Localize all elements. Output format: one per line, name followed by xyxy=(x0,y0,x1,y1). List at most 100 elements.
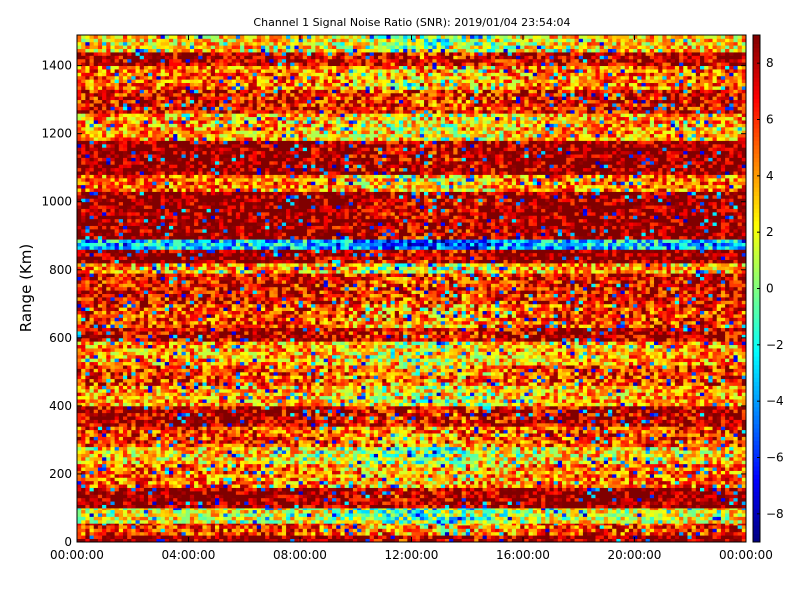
heatmap-cell xyxy=(675,510,680,514)
heatmap-cell xyxy=(90,467,95,471)
heatmap-cell xyxy=(399,474,404,478)
heatmap-cell xyxy=(190,474,195,478)
heatmap-cell xyxy=(307,443,312,447)
heatmap-cell xyxy=(478,510,483,514)
heatmap-cell xyxy=(587,498,592,502)
heatmap-cell xyxy=(654,498,659,502)
heatmap-cell xyxy=(173,450,178,454)
heatmap-cell xyxy=(604,535,609,539)
heatmap-cell xyxy=(127,437,132,441)
heatmap-cell xyxy=(503,464,508,468)
heatmap-cell xyxy=(512,443,517,447)
heatmap-cell xyxy=(119,501,124,505)
heatmap-cell xyxy=(658,501,663,505)
heatmap-cell xyxy=(378,481,383,485)
heatmap-cell xyxy=(508,488,513,492)
heatmap-cell xyxy=(679,467,684,471)
heatmap-cell xyxy=(541,525,546,529)
heatmap-cell xyxy=(386,464,391,468)
heatmap-cell xyxy=(671,501,676,505)
heatmap-cell xyxy=(713,510,718,514)
heatmap-cell xyxy=(529,484,534,488)
heatmap-cell xyxy=(721,477,726,481)
heatmap-cell xyxy=(713,454,718,458)
heatmap-cell xyxy=(700,484,705,488)
heatmap-cell xyxy=(667,513,672,517)
heatmap-cell xyxy=(558,532,563,536)
heatmap-cell xyxy=(152,457,157,461)
heatmap-cell xyxy=(675,443,680,447)
heatmap-cell xyxy=(457,498,462,502)
heatmap-cell xyxy=(182,481,187,485)
heatmap-cell xyxy=(416,532,421,536)
heatmap-cell xyxy=(646,477,651,481)
heatmap-cell xyxy=(395,450,400,454)
heatmap-cell xyxy=(629,464,634,468)
heatmap-cell xyxy=(457,460,462,464)
heatmap-cell xyxy=(612,464,617,468)
heatmap-cell xyxy=(621,510,626,514)
heatmap-cell xyxy=(198,510,203,514)
heatmap-cell xyxy=(370,477,375,481)
heatmap-cell xyxy=(616,477,621,481)
heatmap-cell xyxy=(612,467,617,471)
heatmap-cell xyxy=(403,505,408,509)
heatmap-cell xyxy=(428,484,433,488)
heatmap-cell xyxy=(198,484,203,488)
heatmap-cell xyxy=(437,525,442,529)
heatmap-cell xyxy=(432,481,437,485)
heatmap-cell xyxy=(324,460,329,464)
heatmap-cell xyxy=(98,481,103,485)
heatmap-cell xyxy=(662,510,667,514)
heatmap-cell xyxy=(662,488,667,492)
heatmap-cell xyxy=(269,464,274,468)
heatmap-cell xyxy=(366,532,371,536)
heatmap-cell xyxy=(315,498,320,502)
heatmap-cell xyxy=(600,460,605,464)
heatmap-cell xyxy=(253,516,258,520)
heatmap-cell xyxy=(495,520,500,524)
heatmap-cell xyxy=(378,513,383,517)
heatmap-cell xyxy=(194,494,199,498)
heatmap-cell xyxy=(353,505,358,509)
heatmap-cell xyxy=(102,510,107,514)
heatmap-cell xyxy=(612,501,617,505)
heatmap-cell xyxy=(353,454,358,458)
heatmap-cell xyxy=(345,510,350,514)
heatmap-cell xyxy=(161,464,166,468)
heatmap-cell xyxy=(328,447,333,451)
heatmap-cell xyxy=(374,501,379,505)
heatmap-cell xyxy=(696,498,701,502)
heatmap-cell xyxy=(370,484,375,488)
heatmap-cell xyxy=(136,494,141,498)
heatmap-cell xyxy=(211,460,216,464)
heatmap-cell xyxy=(432,494,437,498)
heatmap-cell xyxy=(738,535,743,539)
heatmap-cell xyxy=(169,501,174,505)
heatmap-cell xyxy=(549,513,554,517)
heatmap-cell xyxy=(144,474,149,478)
heatmap-cell xyxy=(474,498,479,502)
heatmap-cell xyxy=(407,450,412,454)
heatmap-cell xyxy=(269,447,274,451)
heatmap-cell xyxy=(600,454,605,458)
heatmap-cell xyxy=(94,520,99,524)
heatmap-cell xyxy=(499,516,504,520)
heatmap-cell xyxy=(595,528,600,532)
heatmap-cell xyxy=(345,460,350,464)
heatmap-cell xyxy=(474,440,479,444)
heatmap-cell xyxy=(90,535,95,539)
heatmap-cell xyxy=(294,440,299,444)
heatmap-cell xyxy=(236,513,241,517)
heatmap-cell xyxy=(361,520,366,524)
heatmap-cell xyxy=(131,464,136,468)
heatmap-cell xyxy=(495,535,500,539)
heatmap-cell xyxy=(165,471,170,475)
heatmap-cell xyxy=(215,471,220,475)
heatmap-cell xyxy=(738,440,743,444)
heatmap-cell xyxy=(278,488,283,492)
heatmap-cell xyxy=(738,450,743,454)
heatmap-cell xyxy=(570,460,575,464)
heatmap-cell xyxy=(378,525,383,529)
heatmap-cell xyxy=(299,467,304,471)
